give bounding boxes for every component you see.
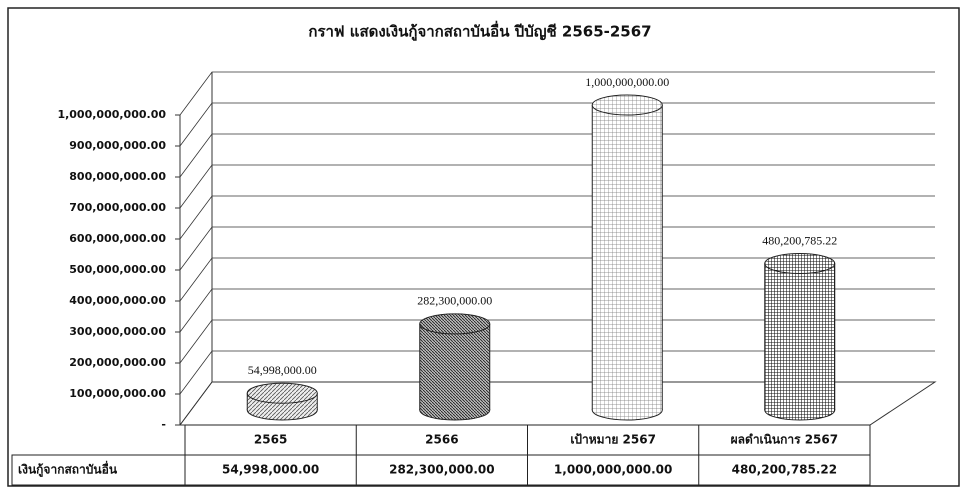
y-tick-label: 700,000,000.00	[69, 201, 166, 214]
cylinder-side	[591, 105, 663, 410]
grid-line	[179, 102, 935, 147]
value-label: 282,300,000.00	[417, 294, 492, 308]
grid-line	[179, 195, 935, 240]
value-label: 54,998,000.00	[248, 363, 317, 377]
chart-title: กราฟ แสดงเงินกู้จากสถาบันอื่น ปีบัญชี 25…	[308, 21, 651, 42]
y-tick-label: 300,000,000.00	[69, 325, 166, 338]
grid-line	[179, 319, 935, 364]
y-tick-label: 200,000,000.00	[69, 356, 166, 369]
table-value: 282,300,000.00	[389, 463, 495, 477]
cylinder-body	[419, 323, 490, 410]
y-tick-label: -	[161, 418, 166, 431]
table-value: 480,200,785.22	[732, 463, 838, 477]
cylinder-body	[592, 105, 663, 410]
grid-line	[179, 350, 935, 395]
table-value: 1,000,000,000.00	[554, 463, 672, 477]
y-tick-label: 600,000,000.00	[69, 232, 166, 245]
y-tick-label: 800,000,000.00	[69, 170, 166, 183]
table-grid	[11, 424, 871, 486]
cylinder-body	[764, 263, 835, 410]
cylinder-top	[764, 253, 836, 275]
x-tick-label: ผลดำเนินการ 2567	[731, 433, 838, 447]
cylinder-side	[419, 323, 491, 410]
cylinder-top	[246, 382, 318, 404]
x-tick-label: 2565	[254, 433, 287, 447]
cylinder-side	[246, 393, 318, 410]
table-value: 54,998,000.00	[222, 463, 319, 477]
y-tick-label: 500,000,000.00	[69, 263, 166, 276]
frame	[7, 7, 960, 487]
y-tick-label: 100,000,000.00	[69, 387, 166, 400]
value-label: 1,000,000,000.00	[585, 75, 669, 89]
x-tick-label: เป้าหมาย 2567	[570, 433, 656, 447]
grid-line	[179, 257, 935, 302]
grid-line	[179, 288, 935, 333]
cylinder-top	[591, 94, 663, 116]
grid-line	[179, 133, 935, 178]
legend-label: เงินกู้จากสถาบันอื่น	[18, 461, 118, 478]
grid-line	[179, 164, 935, 209]
grid-line	[179, 226, 935, 271]
grid-line	[179, 381, 935, 426]
cylinder-side	[764, 263, 836, 410]
y-tick-label: 1,000,000,000.00	[57, 108, 166, 121]
grid-line	[179, 71, 935, 116]
value-label: 480,200,785.22	[762, 233, 837, 247]
x-tick-label: 2566	[425, 433, 458, 447]
cylinder-top	[419, 313, 491, 335]
y-tick-label: 900,000,000.00	[69, 139, 166, 152]
y-tick-label: 400,000,000.00	[69, 294, 166, 307]
